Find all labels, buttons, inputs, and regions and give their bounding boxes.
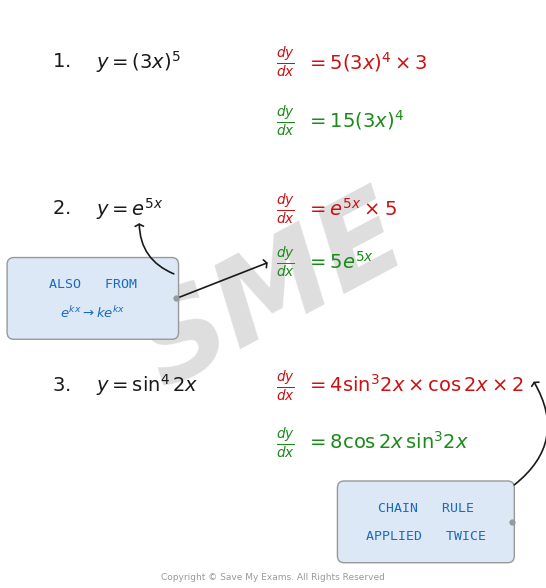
- Text: CHAIN   RULE: CHAIN RULE: [378, 502, 474, 515]
- Text: $y = (3x)^5$: $y = (3x)^5$: [96, 49, 180, 75]
- Text: $\frac{dy}{dx}$: $\frac{dy}{dx}$: [276, 368, 295, 403]
- Text: Copyright © Save My Exams. All Rights Reserved: Copyright © Save My Exams. All Rights Re…: [161, 573, 385, 582]
- Text: $e^{kx} \rightarrow ke^{kx}$: $e^{kx} \rightarrow ke^{kx}$: [60, 305, 126, 321]
- Text: $= 15(3x)^4$: $= 15(3x)^4$: [306, 109, 403, 132]
- Text: $= 8\cos 2x\,\sin^3\!2x$: $= 8\cos 2x\,\sin^3\!2x$: [306, 431, 468, 453]
- FancyBboxPatch shape: [7, 258, 179, 339]
- Text: $y = e^{5x}$: $y = e^{5x}$: [96, 196, 163, 222]
- Text: $\frac{dy}{dx}$: $\frac{dy}{dx}$: [276, 244, 295, 279]
- Text: $= 5(3x)^4 \times 3$: $= 5(3x)^4 \times 3$: [306, 50, 428, 74]
- Text: $\frac{dy}{dx}$: $\frac{dy}{dx}$: [276, 191, 295, 226]
- FancyBboxPatch shape: [337, 481, 514, 563]
- Text: $2.$: $2.$: [52, 199, 71, 218]
- Text: ALSO   FROM: ALSO FROM: [49, 278, 137, 292]
- Text: APPLIED   TWICE: APPLIED TWICE: [366, 530, 486, 543]
- Text: $1.$: $1.$: [52, 52, 71, 71]
- Text: SME: SME: [121, 177, 425, 411]
- Text: $y = \sin^4 2x$: $y = \sin^4 2x$: [96, 372, 198, 398]
- Text: $\frac{dy}{dx}$: $\frac{dy}{dx}$: [276, 425, 295, 460]
- Text: $3.$: $3.$: [52, 376, 71, 395]
- Text: $= 5e^{5x}$: $= 5e^{5x}$: [306, 250, 374, 273]
- Text: $= 4\sin^3\!2x \times \cos 2x \times 2$: $= 4\sin^3\!2x \times \cos 2x \times 2$: [306, 374, 524, 396]
- Text: $= e^{5x} \times 5$: $= e^{5x} \times 5$: [306, 198, 396, 220]
- Text: $\frac{dy}{dx}$: $\frac{dy}{dx}$: [276, 44, 295, 79]
- Text: $\frac{dy}{dx}$: $\frac{dy}{dx}$: [276, 103, 295, 138]
